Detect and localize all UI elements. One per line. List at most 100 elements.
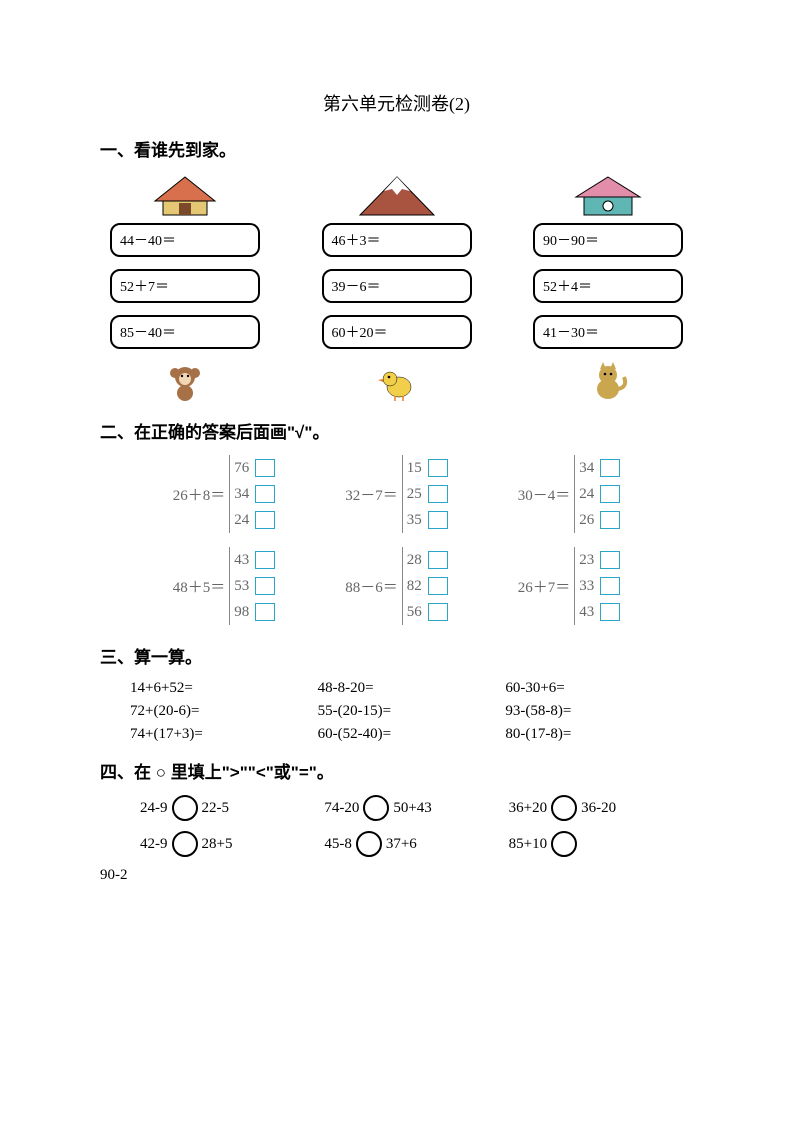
option-value: 28 bbox=[407, 552, 422, 569]
equation-box[interactable]: 85－40＝ bbox=[110, 315, 260, 349]
compare-circle[interactable] bbox=[363, 795, 389, 821]
s3-grid: 14+6+52=48-8-20=60-30+6= 72+(20-6)=55-(20… bbox=[100, 680, 693, 743]
cat-icon bbox=[586, 359, 630, 403]
answer-box[interactable] bbox=[600, 511, 620, 529]
calc-expr: 60-(52-40)= bbox=[318, 726, 506, 743]
compare-expr: 45-8 37+6 bbox=[324, 831, 508, 857]
house-icon bbox=[568, 173, 648, 217]
compare-right: 37+6 bbox=[386, 836, 417, 853]
equation-box[interactable]: 41－30＝ bbox=[533, 315, 683, 349]
calc-expr: 48-8-20= bbox=[318, 680, 506, 697]
calc-expr: 93-(58-8)= bbox=[505, 703, 693, 720]
option-value: 35 bbox=[407, 512, 422, 529]
compare-right: 22-5 bbox=[202, 800, 230, 817]
answer-box[interactable] bbox=[255, 577, 275, 595]
answer-box[interactable] bbox=[255, 511, 275, 529]
s3-heading: 三、算一算。 bbox=[100, 643, 693, 668]
option-value: 56 bbox=[407, 604, 422, 621]
s4-footer-expr: 90-2 bbox=[100, 867, 693, 884]
answer-box[interactable] bbox=[600, 577, 620, 595]
calc-expr: 14+6+52= bbox=[130, 680, 318, 697]
answer-box[interactable] bbox=[600, 485, 620, 503]
compare-right: 50+43 bbox=[393, 800, 431, 817]
choice-problem: 32－7＝ 15 25 35 bbox=[345, 455, 448, 533]
choice-problem: 48＋5＝435398 bbox=[173, 547, 276, 625]
compare-expr: 85+10 bbox=[509, 831, 693, 857]
compare-expr: 24-9 22-5 bbox=[140, 795, 324, 821]
compare-circle[interactable] bbox=[356, 831, 382, 857]
s2-grid: 26＋8＝76342432－7＝15253530－4＝34242648＋5＝43… bbox=[100, 455, 693, 625]
problem-expr: 30－4＝ bbox=[518, 484, 571, 505]
option-value: 24 bbox=[579, 486, 594, 503]
option-value: 34 bbox=[234, 486, 249, 503]
option-value: 15 bbox=[407, 460, 422, 477]
answer-box[interactable] bbox=[428, 511, 448, 529]
choice-problem: 26＋8＝763424 bbox=[173, 455, 276, 533]
equation-box[interactable]: 44－40＝ bbox=[110, 223, 260, 257]
answer-box[interactable] bbox=[600, 603, 620, 621]
equation-box[interactable]: 90－90＝ bbox=[533, 223, 683, 257]
compare-circle[interactable] bbox=[551, 831, 577, 857]
answer-box[interactable] bbox=[428, 459, 448, 477]
choice-problem: 30－4＝ 34 24 26 bbox=[518, 455, 621, 533]
option-value: 24 bbox=[234, 512, 249, 529]
option-value: 53 bbox=[234, 578, 249, 595]
equation-box[interactable]: 52＋7＝ bbox=[110, 269, 260, 303]
compare-left: 42-9 bbox=[140, 836, 168, 853]
option-value: 34 bbox=[579, 460, 594, 477]
calc-expr: 60-30+6= bbox=[505, 680, 693, 697]
answer-box[interactable] bbox=[255, 603, 275, 621]
answer-box[interactable] bbox=[428, 603, 448, 621]
calc-expr: 80-(17-8)= bbox=[505, 726, 693, 743]
compare-expr: 74-20 50+43 bbox=[324, 795, 508, 821]
choice-problem: 88－6＝ 28 82 56 bbox=[345, 547, 448, 625]
compare-left: 85+10 bbox=[509, 836, 547, 853]
option-value: 98 bbox=[234, 604, 249, 621]
compare-left: 45-8 bbox=[324, 836, 352, 853]
calc-expr: 74+(17+3)= bbox=[130, 726, 318, 743]
compare-right: 28+5 bbox=[202, 836, 233, 853]
houses-row: 44－40＝ 52＋7＝ 85－40＝ 46＋3＝ 39－6＝ 60＋20＝ 90－90… bbox=[100, 173, 693, 403]
house-column: 44－40＝ 52＋7＝ 85－40＝ bbox=[100, 173, 270, 403]
answer-box[interactable] bbox=[428, 577, 448, 595]
option-value: 26 bbox=[579, 512, 594, 529]
answer-box[interactable] bbox=[428, 485, 448, 503]
compare-circle[interactable] bbox=[551, 795, 577, 821]
option-value: 23 bbox=[579, 552, 594, 569]
calc-expr: 55-(20-15)= bbox=[318, 703, 506, 720]
compare-left: 36+20 bbox=[509, 800, 547, 817]
answer-box[interactable] bbox=[255, 485, 275, 503]
option-value: 43 bbox=[579, 604, 594, 621]
mountain-icon bbox=[352, 173, 442, 217]
compare-left: 74-20 bbox=[324, 800, 359, 817]
option-value: 82 bbox=[407, 578, 422, 595]
option-value: 25 bbox=[407, 486, 422, 503]
equation-box[interactable]: 52＋4＝ bbox=[533, 269, 683, 303]
house-column: 46＋3＝ 39－6＝ 60＋20＝ bbox=[312, 173, 482, 403]
compare-circle[interactable] bbox=[172, 831, 198, 857]
answer-box[interactable] bbox=[600, 551, 620, 569]
equation-box[interactable]: 46＋3＝ bbox=[322, 223, 472, 257]
compare-right: 36-20 bbox=[581, 800, 616, 817]
s2-heading: 二、在正确的答案后面画"√"。 bbox=[100, 418, 693, 443]
s4-heading: 四、在 ○ 里填上">""<"或"="。 bbox=[100, 758, 693, 783]
answer-box[interactable] bbox=[600, 459, 620, 477]
compare-circle[interactable] bbox=[172, 795, 198, 821]
problem-expr: 26＋8＝ bbox=[173, 484, 226, 505]
problem-expr: 26＋7＝ bbox=[518, 576, 571, 597]
answer-box[interactable] bbox=[428, 551, 448, 569]
answer-box[interactable] bbox=[255, 551, 275, 569]
choice-problem: 26＋7＝ 23 33 43 bbox=[518, 547, 621, 625]
problem-expr: 32－7＝ bbox=[345, 484, 398, 505]
equation-box[interactable]: 60＋20＝ bbox=[322, 315, 472, 349]
monkey-icon bbox=[163, 359, 207, 403]
calc-expr: 72+(20-6)= bbox=[130, 703, 318, 720]
compare-left: 24-9 bbox=[140, 800, 168, 817]
problem-expr: 48＋5＝ bbox=[173, 576, 226, 597]
answer-box[interactable] bbox=[255, 459, 275, 477]
equation-box[interactable]: 39－6＝ bbox=[322, 269, 472, 303]
option-value: 33 bbox=[579, 578, 594, 595]
problem-expr: 88－6＝ bbox=[345, 576, 398, 597]
house-icon bbox=[145, 173, 225, 217]
house-column: 90－90＝ 52＋4＝ 41－30＝ bbox=[523, 173, 693, 403]
